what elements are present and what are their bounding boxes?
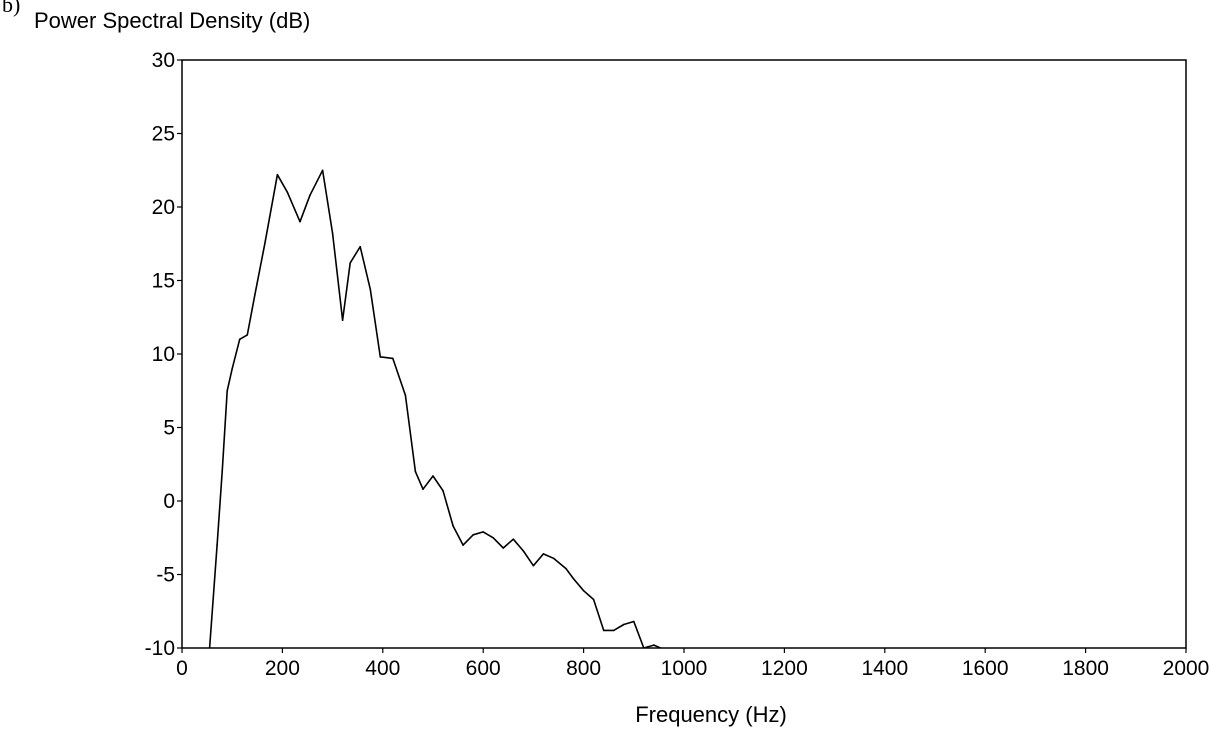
psd-data-point: [309, 194, 311, 196]
psd-data-point: [653, 644, 655, 646]
psd-data-point: [331, 232, 334, 235]
psd-data-point: [414, 470, 417, 473]
psd-data-point: [359, 245, 362, 248]
y-tick-label: 20: [152, 196, 175, 219]
x-tick-label: 1600: [962, 657, 1009, 680]
psd-data-point: [623, 623, 625, 626]
x-tick-label: 1000: [661, 657, 708, 680]
psd-data-point: [693, 652, 695, 654]
psd-data-point: [711, 653, 713, 655]
y-tick-label: 0: [163, 490, 175, 513]
panel-label: b): [2, 0, 20, 17]
psd-data-point: [264, 243, 266, 245]
psd-data-point: [452, 525, 454, 527]
psd-data-point: [512, 538, 515, 540]
y-tick-label: 30: [152, 49, 175, 72]
x-tick-label: 600: [466, 657, 501, 680]
psd-data-point: [673, 650, 675, 652]
psd-data-point: [492, 537, 495, 539]
psd-data-point: [552, 557, 555, 560]
psd-data-point: [349, 262, 352, 264]
psd-data-point: [404, 394, 407, 397]
psd-data-point: [502, 547, 505, 549]
psd-data-point: [321, 169, 324, 172]
psd-data-point: [472, 534, 475, 536]
psd-data-point: [422, 488, 424, 491]
psd-data-point: [221, 470, 223, 473]
psd-data-point: [643, 647, 645, 648]
x-tick-label: 1200: [761, 657, 808, 680]
psd-data-point: [226, 390, 228, 392]
x-tick-label: 200: [265, 657, 300, 680]
y-tick-label: 10: [152, 343, 175, 366]
psd-data-point: [522, 550, 525, 552]
psd-data-point: [701, 652, 703, 654]
psd-data-point: [341, 319, 344, 322]
plot-frame: [181, 59, 1187, 649]
psd-data-point: [602, 629, 605, 632]
psd-data-point: [231, 367, 233, 370]
psd-data-point: [663, 649, 665, 651]
y-tick-label: 15: [152, 270, 175, 293]
psd-data-point: [572, 578, 575, 580]
psd-series-line: [208, 169, 663, 648]
x-tick-label: 800: [566, 657, 601, 680]
psd-data-point: [565, 567, 567, 570]
psd-data-point: [432, 475, 434, 477]
y-tick-label: 25: [152, 123, 175, 146]
psd-data-point: [612, 629, 615, 632]
psd-data-point: [299, 220, 301, 223]
psd-data-point: [592, 598, 595, 601]
x-tick-label: 0: [176, 657, 188, 680]
psd-data-point: [462, 544, 464, 546]
psd-data-point: [532, 564, 535, 567]
x-tick-label: 1800: [1062, 657, 1109, 680]
x-axis-title: Frequency (Hz): [635, 702, 787, 727]
psd-data-point: [286, 191, 289, 194]
y-tick-label: -10: [145, 637, 175, 660]
psd-data-point: [246, 334, 249, 336]
psd-data-point: [582, 589, 585, 592]
y-tick-label: 5: [163, 417, 175, 440]
x-tick-label: 2000: [1163, 657, 1210, 680]
y-axis-ticks: -10 -5 0 5 10 15 20 25 30: [145, 49, 182, 660]
psd-data-point: [392, 357, 394, 360]
psd-data-point: [633, 620, 635, 623]
y-tick-label: -5: [156, 564, 175, 587]
x-axis-ticks: 0 200 400 600 800 1000 1200 1400 1600 1800 2000: [176, 648, 1209, 680]
psd-data-point: [254, 294, 256, 297]
psd-data-point: [379, 356, 382, 358]
psd-data-point: [276, 173, 279, 176]
psd-data-point: [542, 553, 545, 555]
psd-data-point: [482, 531, 485, 533]
psd-data-point: [208, 647, 211, 648]
x-tick-label: 400: [365, 657, 400, 680]
psd-data-point: [216, 544, 218, 546]
y-axis-title: Power Spectral Density (dB): [34, 8, 310, 33]
series-layer: [208, 169, 713, 655]
psd-data-point: [369, 288, 372, 291]
x-tick-label: 1400: [861, 657, 908, 680]
psd-data-point: [442, 489, 444, 492]
psd-data-point: [238, 338, 241, 341]
